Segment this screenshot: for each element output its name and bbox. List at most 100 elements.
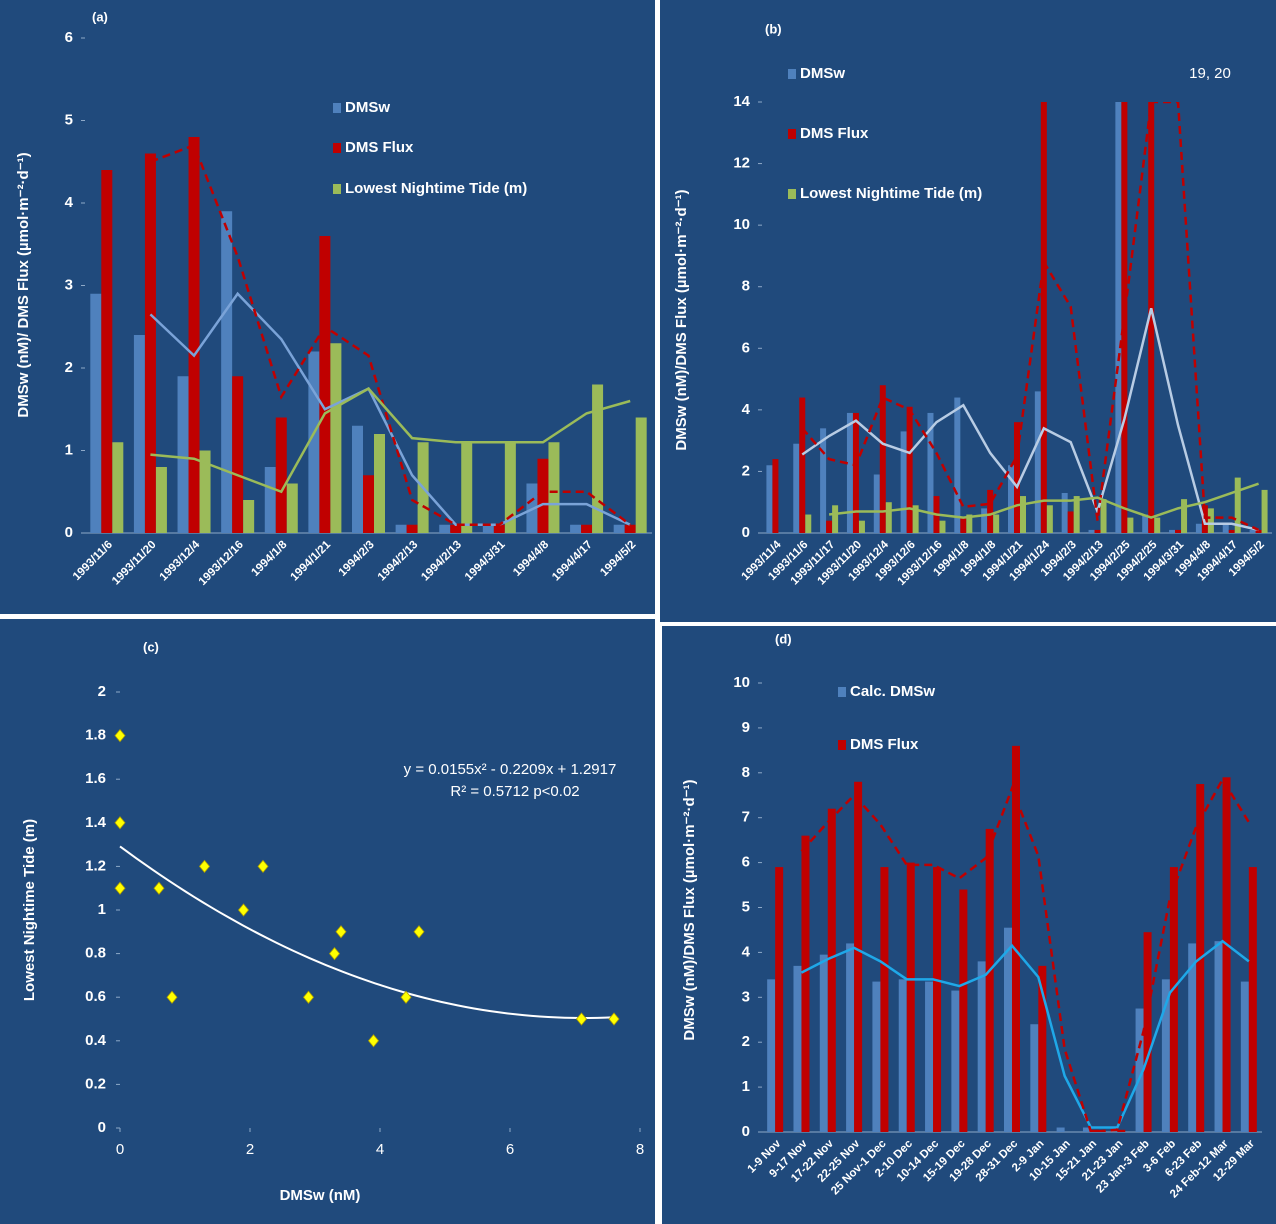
bar: [1142, 514, 1149, 533]
fit-r2: R² = 0.5712 p<0.02: [450, 783, 579, 800]
point: [237, 903, 250, 917]
y-axis-title: DMSw (nM)/DMS Flux (µmol·m⁻²·d⁻¹): [681, 779, 698, 1040]
point: [413, 925, 425, 939]
trend-line: [828, 482, 1259, 519]
trend-line: [150, 387, 631, 494]
y-tick-label: 9: [742, 719, 750, 736]
bar: [1228, 529, 1235, 533]
trend-line: [801, 307, 1259, 532]
bar: [504, 442, 516, 533]
y-tick-label: 1: [98, 901, 106, 918]
bar: [112, 442, 124, 533]
bar: [319, 236, 331, 533]
bar: [1222, 523, 1229, 533]
bar: [221, 211, 233, 533]
bar: [1115, 102, 1122, 533]
point: [335, 925, 347, 939]
bar: [1046, 505, 1053, 533]
bar: [977, 961, 986, 1132]
legend-swatch: [788, 189, 796, 199]
bar: [954, 397, 961, 533]
legend-label: DMS Flux: [850, 736, 919, 753]
bar: [925, 981, 934, 1132]
y-tick-label: 2: [742, 462, 750, 479]
bar: [450, 524, 462, 533]
bar: [144, 153, 156, 533]
bar: [819, 954, 828, 1132]
legend-swatch: [333, 103, 341, 113]
bar: [772, 459, 779, 533]
legend-label: DMSw: [345, 99, 390, 116]
bar: [1004, 927, 1012, 1132]
x-axis-title: DMSw (nM): [280, 1187, 361, 1204]
bar: [1169, 867, 1178, 1132]
point: [153, 881, 165, 895]
point: [328, 946, 341, 961]
bar: [1234, 477, 1241, 533]
y-tick-label: 4: [742, 943, 751, 960]
bar: [188, 137, 200, 533]
bar: [1012, 745, 1020, 1132]
bar: [1088, 529, 1095, 533]
y-axis-title: Lowest Nightime Tide (m): [21, 819, 38, 1001]
bar: [1061, 492, 1068, 533]
bar: [101, 170, 113, 533]
y-tick-label: 1.2: [85, 857, 106, 874]
bar: [846, 412, 853, 533]
bar: [264, 467, 276, 533]
point: [367, 1034, 380, 1048]
bar: [1008, 465, 1014, 533]
bar: [1034, 391, 1041, 533]
bar: [1188, 943, 1197, 1132]
bar: [1249, 529, 1256, 533]
y-tick-label: 0: [98, 1119, 106, 1136]
bar: [537, 458, 549, 533]
trend-line: [800, 777, 1250, 1132]
bar: [1094, 529, 1101, 533]
panel-label: (d): [775, 631, 792, 646]
bar: [801, 835, 810, 1132]
y-tick-label: 0.8: [85, 945, 106, 962]
bar: [885, 502, 892, 533]
y-tick-label: 8: [742, 278, 750, 295]
bar: [1261, 489, 1268, 533]
bar: [927, 412, 934, 533]
y-axis-title: DMSw (nM)/ DMS Flux (µmol·m⁻²·d⁻¹): [15, 152, 32, 417]
bar: [1181, 499, 1188, 533]
point: [302, 990, 315, 1004]
legend-swatch: [788, 129, 796, 139]
bar: [966, 514, 973, 533]
y-tick-label: 10: [733, 216, 750, 233]
legend-label: Calc. DMSw: [850, 683, 935, 700]
bar: [1082, 1127, 1091, 1132]
trend-line: [149, 143, 631, 526]
bar: [959, 889, 968, 1132]
bar: [613, 524, 625, 533]
bar: [1014, 422, 1020, 533]
bar: [1255, 529, 1262, 533]
bar: [1056, 1127, 1065, 1132]
trend-line: [800, 939, 1250, 1129]
point: [400, 990, 412, 1004]
bar: [199, 450, 211, 533]
bar: [90, 293, 102, 533]
y-tick-label: 2: [742, 1033, 750, 1050]
y-tick-label: 0.2: [85, 1075, 106, 1092]
legend-label: DMS Flux: [800, 125, 869, 142]
bar: [1169, 529, 1176, 533]
point: [608, 1012, 620, 1026]
y-tick-label: 10: [733, 674, 750, 691]
bar: [832, 505, 839, 533]
y-tick-label: 3: [742, 988, 750, 1005]
bar: [775, 867, 784, 1132]
legend-swatch: [838, 687, 846, 697]
x-tick-label: 8: [636, 1141, 644, 1158]
bar: [987, 489, 994, 533]
bar: [1117, 1129, 1126, 1132]
bar: [308, 351, 320, 533]
bar: [951, 990, 960, 1132]
fit-curve: [119, 845, 615, 1019]
bar: [1073, 496, 1080, 533]
bar: [1222, 777, 1231, 1132]
bar: [985, 828, 994, 1132]
